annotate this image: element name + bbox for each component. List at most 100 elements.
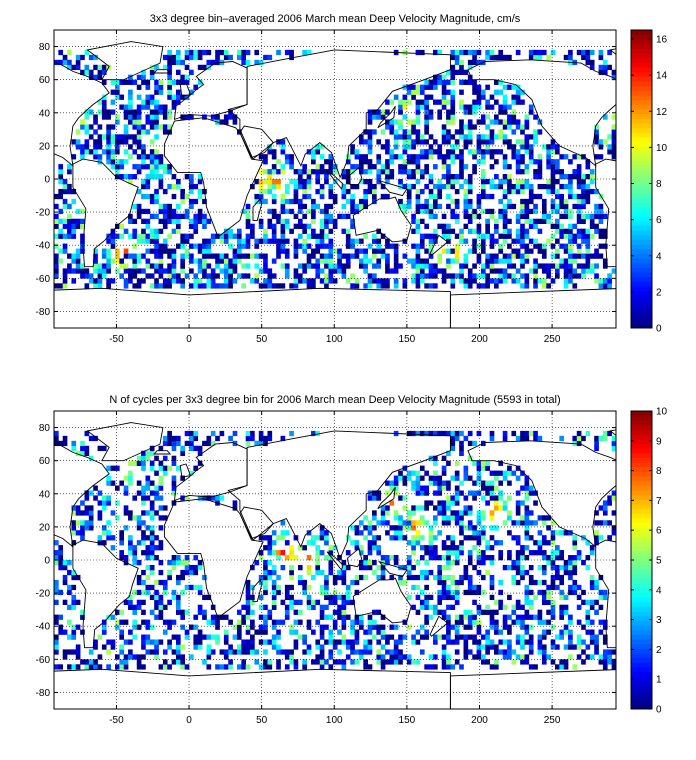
heatmap-cell [54, 243, 59, 249]
heatmap-cell [494, 183, 499, 190]
heatmap-cell [145, 639, 151, 645]
heatmap-cell [350, 644, 355, 650]
heatmap-cell [459, 278, 464, 284]
heatmap-cell [93, 283, 98, 289]
colorbar-segment [631, 653, 652, 659]
heatmap-cell [563, 233, 569, 239]
heatmap-cell [419, 505, 425, 511]
heatmap-cell [184, 569, 190, 576]
y-tick-label: 20 [39, 141, 51, 152]
heatmap-cell [524, 430, 530, 437]
heatmap-cell [306, 283, 312, 289]
heatmap-cell [406, 84, 412, 90]
heatmap-cell [376, 574, 382, 581]
heatmap-cell [167, 624, 172, 630]
heatmap-cell [380, 183, 386, 190]
heatmap-cell [419, 515, 425, 521]
heatmap-cell [393, 659, 399, 665]
colorbar-segment [631, 174, 652, 180]
heatmap-cell [372, 619, 377, 625]
heatmap-cell [402, 535, 408, 541]
heatmap-cell [80, 223, 85, 229]
x-tick-label: 200 [471, 334, 488, 345]
heatmap-cell [419, 238, 425, 244]
heatmap-cell [463, 510, 469, 516]
heatmap-cell [520, 430, 525, 437]
heatmap-cell [507, 233, 512, 239]
heatmap-cell [507, 470, 512, 476]
heatmap-cell [236, 49, 242, 56]
heatmap-cell [167, 560, 172, 566]
heatmap-cell [454, 258, 460, 264]
heatmap-cell [263, 535, 268, 541]
heatmap-cell [167, 465, 172, 471]
heatmap-cell [524, 124, 530, 130]
colorbar-segment [631, 476, 652, 482]
heatmap-cell [136, 144, 142, 150]
heatmap-cell [563, 664, 569, 670]
heatmap-cell [463, 263, 469, 269]
heatmap-cell [328, 154, 334, 160]
heatmap-cell [507, 624, 512, 630]
heatmap-cell [54, 619, 59, 625]
heatmap-cell [114, 500, 120, 506]
heatmap-cell [502, 174, 508, 180]
heatmap-cell [219, 49, 225, 56]
heatmap-cell [454, 218, 460, 224]
heatmap-cell [93, 495, 98, 501]
colorbar-segment [631, 625, 652, 631]
heatmap-cell [520, 139, 525, 145]
heatmap-cell [406, 560, 412, 566]
heatmap-cell [119, 659, 125, 665]
heatmap-cell [502, 134, 508, 140]
heatmap-cell [332, 169, 338, 175]
heatmap-cell [197, 584, 203, 591]
heatmap-cell [406, 203, 412, 210]
heatmap-cell [315, 149, 321, 155]
heatmap-cell [437, 510, 443, 516]
heatmap-cell [158, 268, 164, 274]
heatmap-cell [315, 550, 321, 556]
heatmap-cell [433, 268, 438, 274]
heatmap-cell [550, 183, 556, 190]
heatmap-cell [67, 649, 72, 655]
heatmap-cell [607, 649, 612, 655]
heatmap-cell [354, 634, 360, 640]
heatmap-cell [598, 594, 604, 601]
heatmap-cell [576, 604, 582, 610]
heatmap-cell [533, 550, 538, 556]
heatmap-cell [415, 560, 421, 566]
heatmap-cell [555, 263, 560, 269]
heatmap-cell [380, 664, 386, 670]
heatmap-cell [149, 238, 155, 244]
heatmap-cell [93, 129, 98, 135]
heatmap-cell [110, 243, 116, 249]
heatmap-cell [511, 84, 517, 90]
heatmap-cell [341, 609, 347, 615]
heatmap-cell [101, 263, 107, 269]
heatmap-cell [123, 555, 129, 561]
heatmap-cell [106, 268, 111, 274]
heatmap-cell [149, 545, 155, 551]
heatmap-cell [550, 198, 556, 205]
heatmap-cell [175, 435, 181, 442]
heatmap-cell [276, 619, 281, 625]
heatmap-cell [158, 460, 164, 466]
heatmap-cell [467, 619, 473, 625]
heatmap-cell [398, 515, 403, 521]
heatmap-cell [175, 555, 181, 561]
heatmap-cell [97, 515, 103, 521]
heatmap-cell [467, 213, 473, 220]
heatmap-cell [324, 218, 329, 224]
heatmap-cell [119, 134, 125, 140]
heatmap-cell [472, 525, 477, 531]
heatmap-cell [197, 174, 203, 180]
heatmap-cell [328, 564, 334, 571]
heatmap-cell [411, 278, 416, 284]
heatmap-cell [424, 263, 429, 269]
heatmap-cell [498, 149, 504, 155]
heatmap-cell [441, 124, 447, 130]
heatmap-cell [433, 183, 438, 190]
heatmap-cell [62, 564, 68, 571]
heatmap-cell [202, 273, 207, 279]
